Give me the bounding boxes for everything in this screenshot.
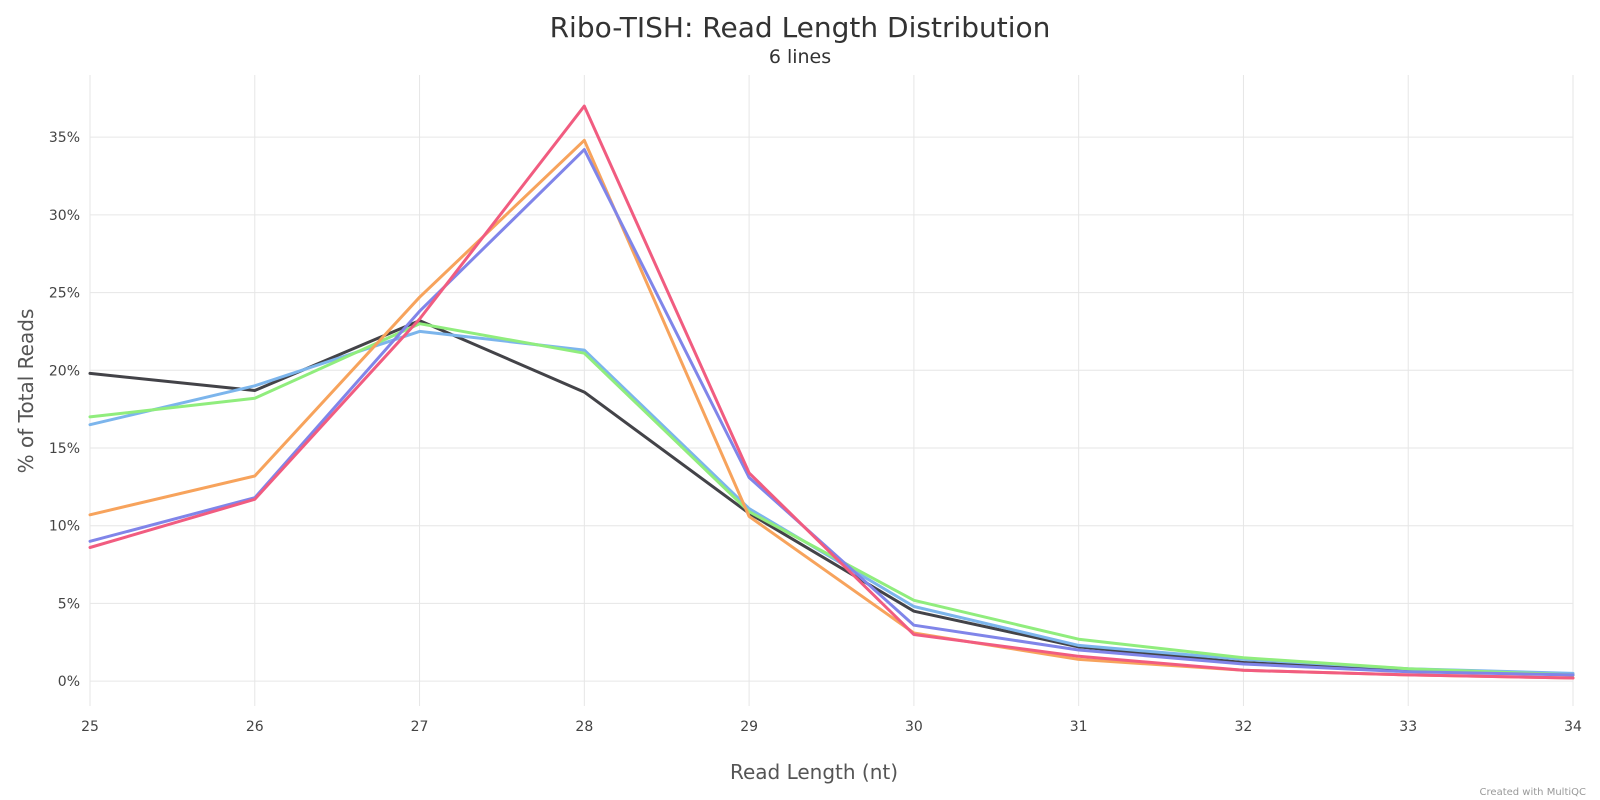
grid xyxy=(89,75,1574,706)
chart-title: Ribo-TISH: Read Length Distribution xyxy=(550,11,1051,44)
y-tick-label: 20% xyxy=(49,363,80,379)
series-line-5[interactable] xyxy=(88,148,1575,677)
y-tick-label: 35% xyxy=(49,130,80,146)
series-line-6[interactable] xyxy=(88,104,1575,680)
x-tick-label: 25 xyxy=(81,719,99,735)
axis-ticks: 25 26 27 28 29 30 31 32 33 34 0% 5% 10% 15% 20% 25% 30% 3… xyxy=(49,130,1582,735)
x-tick-label: 29 xyxy=(740,719,758,735)
y-axis-title: % of Total Reads xyxy=(14,309,38,474)
series-lines xyxy=(88,104,1575,680)
x-tick-label: 31 xyxy=(1070,719,1088,735)
y-tick-label: 15% xyxy=(49,441,80,457)
y-tick-label: 10% xyxy=(49,519,80,535)
x-tick-label: 34 xyxy=(1564,719,1582,735)
series-line-2[interactable] xyxy=(88,329,1575,675)
x-tick-label: 28 xyxy=(575,719,593,735)
y-tick-label: 30% xyxy=(49,208,80,224)
x-tick-label: 27 xyxy=(411,719,429,735)
y-tick-label: 0% xyxy=(58,674,80,690)
credit-text: Created with MultiQC xyxy=(1480,787,1586,798)
x-tick-label: 32 xyxy=(1235,719,1253,735)
series-line-4[interactable] xyxy=(88,138,1575,680)
chart-subtitle: 6 lines xyxy=(769,46,831,68)
x-tick-label: 30 xyxy=(905,719,923,735)
x-tick-label: 26 xyxy=(246,719,264,735)
x-axis-title: Read Length (nt) xyxy=(730,760,898,784)
y-tick-label: 25% xyxy=(49,286,80,302)
x-tick-label: 33 xyxy=(1399,719,1417,735)
series-line-3[interactable] xyxy=(88,322,1575,677)
y-tick-label: 5% xyxy=(58,596,80,612)
